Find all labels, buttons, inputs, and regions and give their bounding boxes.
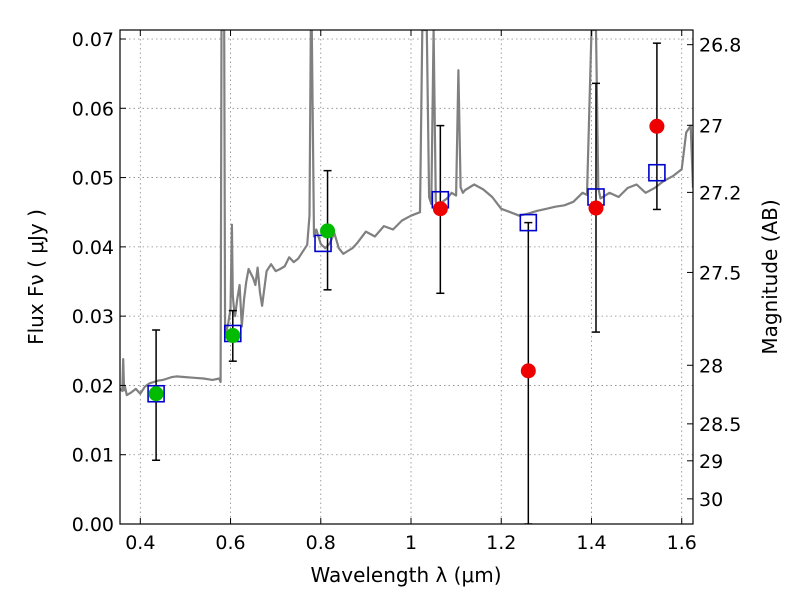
- x-tick-label: 1: [405, 532, 417, 554]
- y2-tick-label: 30: [699, 489, 723, 511]
- observed-detected-point: [225, 328, 241, 344]
- y-tick-label: 0.05: [72, 168, 114, 190]
- y-tick-label: 0.06: [72, 98, 114, 120]
- observed-limit-point: [520, 363, 536, 379]
- observed-detected-point: [320, 223, 336, 239]
- y-tick-label: 0.04: [72, 237, 114, 259]
- y2-axis-title: Magnitude (AB): [758, 199, 782, 354]
- axis-ticks: 0.4 0.6 0.8 1 1.2 1.4 1.6 0.00 0.01 0.02 0.03 0.04 0…: [72, 29, 742, 554]
- observed-limit-point: [588, 200, 604, 216]
- plot-frame: [119, 29, 694, 525]
- x-tick-label: 0.6: [215, 532, 245, 554]
- x-tick-label: 0.4: [125, 532, 155, 554]
- y2-tick-label: 29: [699, 451, 723, 473]
- model-point: [648, 163, 666, 182]
- template-spectrum: [120, 30, 693, 397]
- data-markers: [147, 118, 666, 403]
- x-tick-label: 1.2: [486, 532, 516, 554]
- y-tick-label: 0.03: [72, 306, 114, 328]
- y-tick-label: 0.01: [72, 445, 114, 467]
- y2-tick-label: 27.2: [699, 182, 741, 204]
- y2-tick-label: 28: [699, 355, 723, 377]
- y2-tick-label: 26.8: [699, 35, 741, 57]
- y2-tick-label: 28.5: [699, 414, 741, 436]
- model-point: [147, 384, 165, 403]
- observed-detected-point: [148, 386, 164, 402]
- observed-limit-point: [432, 201, 448, 217]
- model-point: [519, 213, 538, 232]
- y2-tick-label: 27.5: [699, 262, 741, 284]
- x-axis-title: Wavelength λ (μm): [310, 563, 501, 587]
- x-tick-label: 1.6: [667, 532, 697, 554]
- y-tick-label: 0.07: [72, 29, 114, 51]
- x-tick-label: 1.4: [576, 532, 606, 554]
- spectrum-line: [120, 30, 693, 397]
- observed-limit-point: [649, 118, 665, 134]
- y-tick-label: 0.02: [72, 375, 114, 397]
- y2-tick-label: 27: [699, 115, 723, 137]
- y-tick-label: 0.00: [72, 514, 114, 536]
- x-tick-label: 0.8: [306, 532, 336, 554]
- y-axis-title: Flux Fν ( μJy ): [24, 209, 48, 345]
